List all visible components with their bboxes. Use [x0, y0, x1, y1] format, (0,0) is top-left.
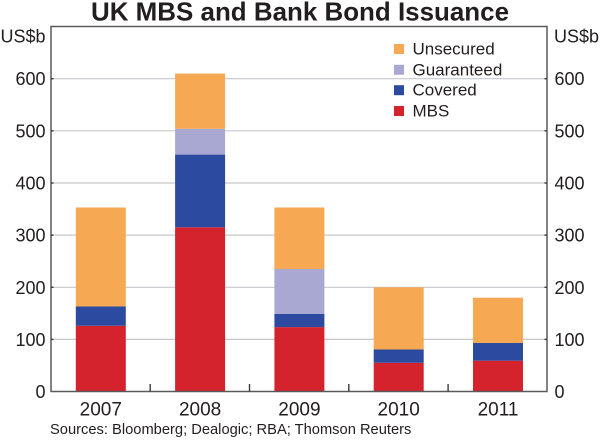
svg-text:2009: 2009 — [278, 400, 320, 421]
svg-text:UK MBS and Bank Bond Issuance: UK MBS and Bank Bond Issuance — [91, 0, 509, 26]
svg-text:2011: 2011 — [478, 400, 519, 421]
svg-text:2010: 2010 — [378, 400, 420, 421]
svg-text:400: 400 — [555, 174, 585, 194]
svg-text:Covered: Covered — [413, 81, 477, 100]
svg-text:2007: 2007 — [80, 400, 122, 421]
svg-text:200: 200 — [555, 278, 585, 298]
svg-text:600: 600 — [555, 69, 585, 89]
svg-text:Sources: Bloomberg; Dealogic;: Sources: Bloomberg; Dealogic; RBA; Thoms… — [50, 422, 411, 438]
svg-text:100: 100 — [555, 330, 585, 350]
svg-text:200: 200 — [15, 278, 45, 298]
svg-text:Unsecured: Unsecured — [413, 40, 495, 59]
svg-text:100: 100 — [15, 330, 45, 350]
svg-text:US$b: US$b — [554, 27, 599, 47]
svg-text:MBS: MBS — [413, 102, 450, 121]
svg-text:300: 300 — [555, 226, 585, 246]
svg-text:300: 300 — [15, 226, 45, 246]
svg-text:2008: 2008 — [179, 400, 221, 421]
svg-text:400: 400 — [15, 174, 45, 194]
svg-text:600: 600 — [15, 69, 45, 89]
svg-text:500: 500 — [15, 121, 45, 141]
svg-text:Guaranteed: Guaranteed — [413, 60, 503, 79]
svg-text:0: 0 — [35, 382, 45, 402]
svg-text:500: 500 — [555, 121, 585, 141]
svg-text:US$b: US$b — [1, 27, 46, 47]
svg-text:0: 0 — [555, 382, 565, 402]
